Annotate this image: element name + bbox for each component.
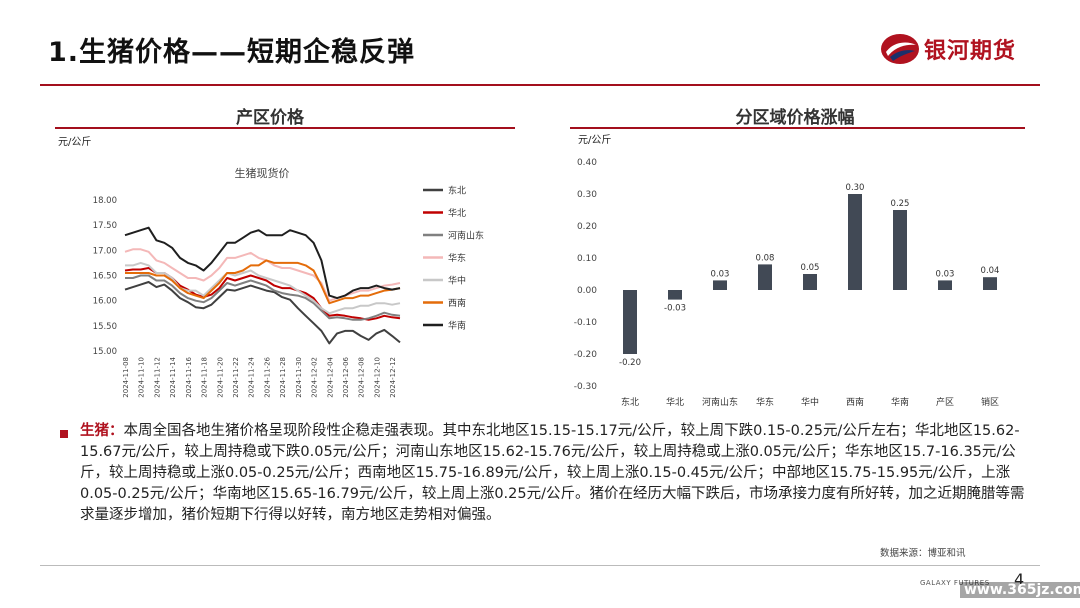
- x-tick-label: 2024-11-14: [169, 356, 177, 397]
- x-tick-label: 2024-11-30: [295, 357, 303, 398]
- legend-label: 华北: [448, 207, 466, 219]
- left-section-divider: [55, 127, 515, 129]
- legend-label: 西南: [448, 297, 466, 309]
- category-label: 西南: [846, 396, 864, 408]
- bar-value-label: 0.08: [756, 253, 775, 263]
- category-label: 产区: [936, 396, 954, 408]
- y-tick-label: 15.00: [93, 347, 117, 357]
- legend-label: 华南: [448, 320, 466, 332]
- y-tick-label: 0.40: [577, 158, 597, 168]
- bar-销区: [983, 277, 997, 290]
- y-tick-label: -0.30: [574, 382, 598, 392]
- y-tick-label: -0.20: [574, 350, 598, 360]
- y-tick-label: 0.30: [577, 190, 597, 200]
- logo-text: 银河期货: [924, 39, 1017, 64]
- line-chart-title: 生猪现货价: [235, 166, 290, 180]
- bar-河南山东: [713, 280, 727, 290]
- legend-label: 华中: [448, 275, 466, 287]
- bar-value-label: 0.05: [801, 263, 820, 273]
- x-tick-label: 2024-11-22: [232, 357, 240, 398]
- logo-emblem-icon: [881, 34, 919, 64]
- y-tick-label: 0.10: [577, 254, 597, 264]
- x-tick-label: 2024-11-08: [122, 357, 130, 398]
- bar-产区: [938, 280, 952, 290]
- left-unit-label: 元/公斤: [58, 137, 92, 148]
- category-label: 东北: [621, 396, 639, 408]
- bar-value-label: 0.30: [846, 183, 865, 193]
- x-tick-label: 2024-12-04: [326, 356, 334, 397]
- y-tick-label: 15.50: [93, 322, 117, 332]
- y-tick-label: 17.00: [93, 246, 117, 256]
- bar-东北: [623, 290, 637, 354]
- x-tick-label: 2024-11-16: [185, 356, 193, 397]
- legend-label: 华东: [448, 252, 466, 264]
- footer-brand: GALAXY FUTURES: [920, 579, 990, 587]
- region-change-bar-chart: 0.40 0.30 0.20 0.10 0.00 -0.10 -0.20 -0.30 -0.20…: [574, 158, 1000, 408]
- series-line-华东: [124, 248, 401, 302]
- page-number: 4: [1014, 570, 1025, 589]
- left-section-title: 产区价格: [236, 108, 304, 128]
- category-label: 河南山东: [702, 396, 738, 408]
- bar-华东: [758, 264, 772, 290]
- x-tick-label: 2024-11-26: [263, 356, 271, 397]
- category-label: 华南: [891, 396, 909, 408]
- bar-西南: [848, 194, 862, 290]
- y-tick-label: -0.10: [574, 318, 598, 328]
- x-tick-label: 2024-12-06: [342, 356, 350, 397]
- data-source: 数据来源：博亚和讯: [880, 548, 966, 559]
- series-line-东北: [124, 281, 401, 345]
- category-label: 销区: [981, 396, 999, 408]
- legend-label: 河南山东: [448, 230, 484, 242]
- bar-value-label: 0.03: [711, 269, 730, 279]
- x-tick-label: 2024-12-08: [358, 357, 366, 398]
- series-line-西南: [125, 259, 401, 305]
- x-tick-label: 2024-11-18: [201, 357, 209, 398]
- right-section-title: 分区域价格涨幅: [735, 108, 855, 128]
- price-line-chart: 生猪现货价 18.00 17.50 17.00 16.50 16.00 15.50 15.00…: [93, 166, 484, 398]
- y-tick-label: 16.50: [93, 272, 117, 282]
- series-line-华南: [124, 226, 401, 300]
- series-line-华中: [125, 261, 401, 315]
- header-divider: [40, 84, 1040, 86]
- x-tick-label: 2024-11-12: [153, 357, 161, 398]
- right-unit-label: 元/公斤: [578, 135, 612, 146]
- x-tick-label: 2024-11-28: [279, 357, 287, 398]
- series-line-河南山东: [125, 274, 401, 321]
- legend-label: 东北: [448, 185, 466, 197]
- company-logo: [881, 34, 919, 64]
- commentary-paragraph: 生猪：本周全国各地生猪价格呈现阶段性企稳走强表现。其中东北地区15.15-15.…: [80, 421, 1025, 526]
- bar-value-label: 0.03: [936, 269, 955, 279]
- bar-value-label: 0.04: [981, 266, 1000, 276]
- bullet-marker: [60, 430, 68, 438]
- right-section-divider: [570, 127, 1025, 129]
- page-title: 1.生猪价格——短期企稳反弹: [48, 37, 416, 68]
- bar-value-label: -0.03: [664, 304, 686, 314]
- x-tick-label: 2024-11-20: [216, 357, 224, 398]
- y-tick-label: 0.20: [577, 222, 597, 232]
- bar-value-label: 0.25: [891, 199, 910, 209]
- x-tick-label: 2024-12-02: [311, 357, 319, 398]
- category-label: 华北: [666, 396, 684, 408]
- bar-华南: [893, 210, 907, 290]
- category-label: 华东: [756, 396, 774, 408]
- x-tick-label: 2024-11-24: [248, 356, 256, 397]
- commentary-label: 生猪：: [80, 423, 124, 439]
- y-tick-label: 17.50: [93, 221, 117, 231]
- y-tick-label: 18.00: [93, 196, 117, 206]
- footer-divider: [40, 565, 1040, 566]
- category-label: 华中: [801, 396, 819, 408]
- y-tick-label: 16.00: [93, 297, 117, 307]
- watermark: www.365jz.com: [960, 582, 1080, 598]
- commentary-text: 本周全国各地生猪价格呈现阶段性企稳走强表现。其中东北地区15.15-15.17元…: [80, 423, 1025, 523]
- bar-华中: [803, 274, 817, 290]
- x-tick-label: 2024-12-12: [389, 357, 397, 398]
- x-tick-label: 2024-12-10: [373, 357, 381, 398]
- bar-华北: [668, 290, 682, 300]
- bar-value-label: -0.20: [619, 358, 641, 368]
- x-tick-label: 2024-11-10: [138, 357, 146, 398]
- y-tick-label: 0.00: [577, 286, 597, 296]
